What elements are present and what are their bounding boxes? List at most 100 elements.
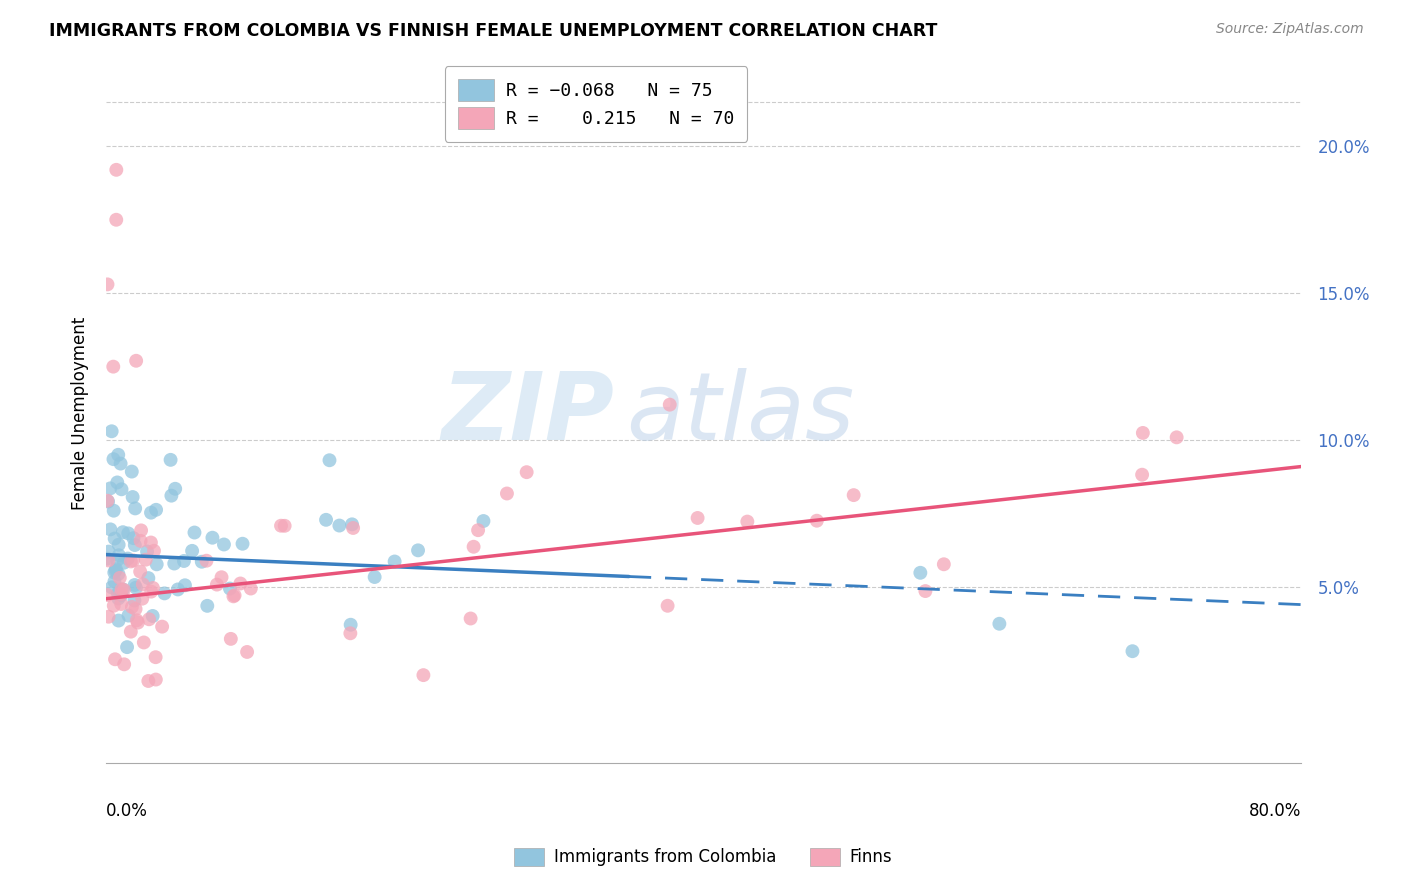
Point — [107, 566, 129, 581]
Point — [159, 453, 181, 467]
Point — [96, 493, 118, 508]
Point — [145, 503, 167, 517]
Point — [103, 566, 125, 580]
Point — [219, 582, 242, 596]
Point — [145, 558, 167, 572]
Point — [129, 533, 152, 548]
Point — [342, 521, 364, 535]
Point — [138, 612, 160, 626]
Point — [205, 577, 228, 591]
Point — [173, 554, 195, 568]
Point — [201, 531, 224, 545]
Point — [467, 523, 489, 537]
Point — [339, 626, 361, 640]
Point — [657, 599, 679, 613]
Point — [125, 581, 148, 595]
Point — [412, 668, 434, 682]
Point — [273, 518, 295, 533]
Point — [97, 553, 120, 567]
Point — [806, 514, 828, 528]
Point — [150, 620, 173, 634]
Point — [107, 538, 129, 552]
Point — [122, 531, 145, 545]
Point — [110, 457, 132, 471]
Point — [107, 448, 129, 462]
Point — [496, 486, 519, 500]
Point — [195, 554, 218, 568]
Point — [163, 557, 186, 571]
Point — [110, 483, 132, 497]
Point — [153, 586, 176, 600]
Point — [239, 582, 262, 596]
Point — [231, 537, 253, 551]
Point — [117, 551, 139, 566]
Point — [104, 564, 127, 578]
Point — [103, 599, 125, 613]
Point — [686, 511, 709, 525]
Y-axis label: Female Unemployment: Female Unemployment — [72, 317, 89, 510]
Point — [124, 602, 146, 616]
Point — [107, 587, 129, 601]
Point — [328, 518, 350, 533]
Point — [111, 525, 134, 540]
Point — [145, 650, 167, 665]
Point — [112, 657, 135, 672]
Point — [96, 277, 118, 292]
Point — [103, 452, 125, 467]
Point — [516, 465, 538, 479]
Point — [463, 540, 485, 554]
Point — [138, 571, 160, 585]
Text: ZIP: ZIP — [441, 368, 614, 459]
Point — [363, 570, 385, 584]
Point — [222, 590, 245, 604]
Point — [104, 562, 127, 576]
Point — [270, 518, 292, 533]
Point — [142, 581, 165, 595]
Point — [112, 582, 135, 597]
Point — [737, 515, 759, 529]
Point — [1132, 425, 1154, 440]
Point — [110, 588, 132, 602]
Point — [183, 525, 205, 540]
Point — [142, 609, 165, 624]
Point — [125, 353, 148, 368]
Point — [117, 526, 139, 541]
Text: atlas: atlas — [626, 368, 855, 459]
Point — [139, 535, 162, 549]
Point — [236, 645, 259, 659]
Point — [211, 570, 233, 584]
Point — [167, 582, 190, 597]
Legend: Immigrants from Colombia, Finns: Immigrants from Colombia, Finns — [508, 841, 898, 873]
Point — [129, 524, 152, 538]
Point — [120, 554, 142, 568]
Point — [165, 482, 187, 496]
Point — [124, 578, 146, 592]
Point — [191, 555, 214, 569]
Point — [219, 632, 242, 646]
Point — [212, 537, 235, 551]
Point — [117, 608, 139, 623]
Legend: R = −0.068   N = 75, R =    0.215   N = 70: R = −0.068 N = 75, R = 0.215 N = 70 — [444, 66, 747, 142]
Point — [174, 578, 197, 592]
Point — [115, 640, 138, 654]
Point — [100, 424, 122, 438]
Point — [108, 571, 131, 585]
Point — [97, 609, 120, 624]
Point — [932, 558, 955, 572]
Point — [138, 673, 160, 688]
Point — [315, 513, 337, 527]
Point — [340, 517, 363, 532]
Point — [135, 552, 157, 566]
Point — [124, 538, 146, 552]
Point — [105, 553, 128, 567]
Point — [1121, 644, 1143, 658]
Point — [472, 514, 495, 528]
Point — [120, 624, 142, 639]
Point — [658, 398, 681, 412]
Point — [105, 212, 128, 227]
Point — [339, 617, 361, 632]
Point — [124, 501, 146, 516]
Point — [105, 162, 128, 177]
Point — [121, 465, 143, 479]
Point — [98, 482, 121, 496]
